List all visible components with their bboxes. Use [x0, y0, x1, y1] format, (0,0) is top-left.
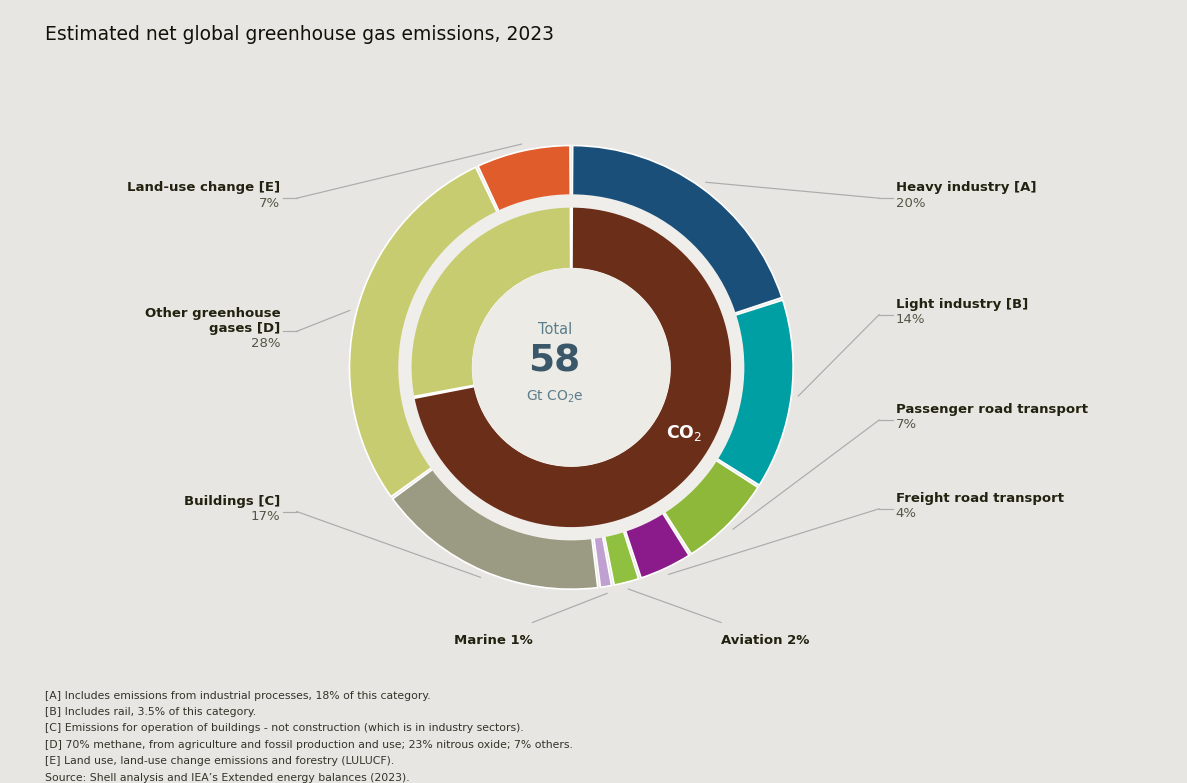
- Text: Source: Shell analysis and IEA’s Extended energy balances (2023).: Source: Shell analysis and IEA’s Extende…: [45, 773, 410, 783]
- Wedge shape: [626, 512, 688, 578]
- Text: gases [D]: gases [D]: [209, 322, 280, 335]
- Text: Heavy industry [A]: Heavy industry [A]: [896, 182, 1036, 194]
- Wedge shape: [716, 300, 793, 485]
- Text: 20%: 20%: [896, 197, 926, 210]
- Wedge shape: [349, 168, 497, 496]
- Text: [A] Includes emissions from industrial processes, 18% of this category.: [A] Includes emissions from industrial p…: [45, 691, 431, 701]
- Text: Gt CO$_2$e: Gt CO$_2$e: [526, 388, 584, 405]
- Wedge shape: [572, 146, 782, 314]
- Wedge shape: [393, 468, 598, 589]
- Text: [B] Includes rail, 3.5% of this category.: [B] Includes rail, 3.5% of this category…: [45, 707, 256, 717]
- Text: [C] Emissions for operation of buildings - not construction (which is in industr: [C] Emissions for operation of buildings…: [45, 723, 523, 734]
- Text: Total: Total: [538, 323, 572, 337]
- Text: Estimated net global greenhouse gas emissions, 2023: Estimated net global greenhouse gas emis…: [45, 25, 554, 44]
- Text: 7%: 7%: [896, 418, 916, 431]
- Text: [D] 70% methane, from agriculture and fossil production and use; 23% nitrous oxi: [D] 70% methane, from agriculture and fo…: [45, 740, 573, 750]
- Wedge shape: [594, 535, 611, 587]
- Text: Aviation 2%: Aviation 2%: [721, 633, 810, 647]
- Text: CO$_2$: CO$_2$: [666, 423, 703, 442]
- Text: Other greenhouse: Other greenhouse: [145, 307, 280, 319]
- Wedge shape: [412, 205, 734, 529]
- Wedge shape: [410, 205, 571, 397]
- Text: Marine 1%: Marine 1%: [453, 633, 533, 647]
- Wedge shape: [604, 530, 639, 585]
- Text: [E] Land use, land-use change emissions and forestry (LULUCF).: [E] Land use, land-use change emissions …: [45, 756, 394, 767]
- Wedge shape: [478, 146, 570, 213]
- Text: 7%: 7%: [259, 197, 280, 210]
- Text: Land-use change [E]: Land-use change [E]: [127, 182, 280, 194]
- Wedge shape: [399, 194, 744, 540]
- Text: 14%: 14%: [896, 313, 926, 326]
- Wedge shape: [664, 460, 758, 554]
- Text: Freight road transport: Freight road transport: [896, 492, 1064, 505]
- Text: Passenger road transport: Passenger road transport: [896, 403, 1087, 416]
- Text: 28%: 28%: [250, 337, 280, 350]
- Text: 58: 58: [528, 344, 580, 380]
- Text: Light industry [B]: Light industry [B]: [896, 298, 1028, 311]
- Text: 17%: 17%: [250, 510, 280, 523]
- Text: 4%: 4%: [896, 507, 916, 520]
- Circle shape: [472, 269, 669, 466]
- Text: Buildings [C]: Buildings [C]: [184, 495, 280, 507]
